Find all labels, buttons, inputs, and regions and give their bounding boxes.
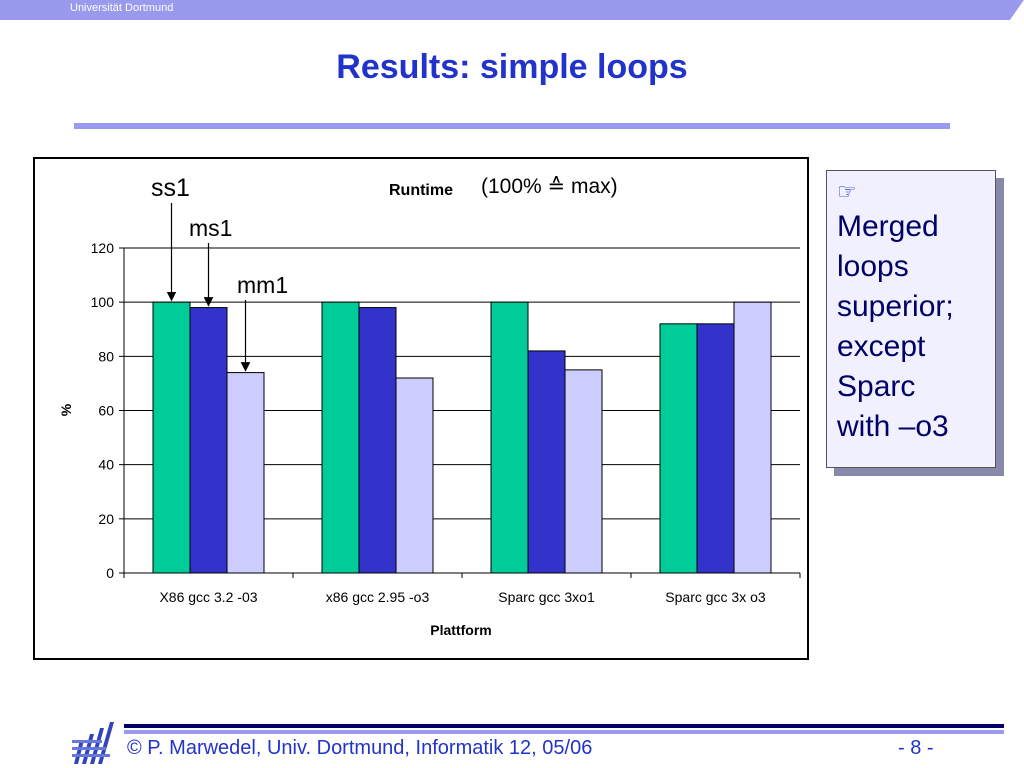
chart-subtitle: (100% ≙ max)	[481, 175, 618, 198]
bar-ms1	[696, 323, 735, 574]
bar-ss1	[490, 301, 529, 574]
y-tick-label: 20	[98, 511, 114, 527]
callout-box: ☞ Merged loops superior; except Sparc wi…	[826, 170, 1004, 476]
x-tick-label: x86 gcc 2.95 -o3	[326, 589, 430, 605]
x-tick-label: Sparc gcc 3x o3	[665, 589, 766, 605]
arrow-layer	[166, 203, 251, 372]
callout-panel: ☞ Merged loops superior; except Sparc wi…	[826, 170, 996, 468]
y-tick-label: 80	[98, 348, 114, 364]
y-axis-label: %	[58, 403, 74, 416]
runtime-bar-chart: 0 20 40 60 80 100 120 X86 gcc 3.2 -03 x86 gcc 2.…	[58, 174, 801, 638]
bar-mm1	[564, 369, 603, 574]
bar-ss1	[321, 301, 360, 574]
callout-line: Sparc	[837, 370, 916, 403]
callout-line: Merged	[837, 210, 939, 243]
bar-mm1	[395, 377, 434, 574]
footer-decoration	[0, 720, 1004, 768]
chart-frame: 0 20 40 60 80 100 120 X86 gcc 3.2 -03 x86 gcc 2.…	[33, 157, 809, 660]
ms1-annotation: ms1	[189, 215, 232, 241]
y-tick-label: 0	[106, 565, 114, 581]
callout-line: with –o3	[837, 410, 949, 443]
header-bar: Universität Dortmund	[0, 0, 1024, 20]
bar-mm1	[226, 372, 265, 574]
university-name: Universität Dortmund	[70, 2, 174, 14]
bar-layer	[152, 301, 772, 574]
bar-ms1	[189, 307, 228, 574]
chart-title: Runtime	[389, 182, 453, 199]
slide-title: Results: simple loops	[336, 48, 688, 86]
pointing-hand-icon: ☞	[837, 179, 857, 204]
callout-line: except	[837, 330, 926, 363]
bar-mm1	[733, 301, 772, 574]
bar-ms1	[527, 350, 566, 574]
y-tick-label: 40	[98, 457, 114, 473]
page-number: - 8 -	[898, 737, 934, 759]
x-axis-label: Plattform	[430, 622, 491, 638]
title-underline	[74, 123, 950, 129]
footer-logo-icon	[72, 722, 114, 764]
mm1-annotation: mm1	[237, 272, 288, 298]
callout-line: loops	[837, 250, 909, 283]
x-tick-label: Sparc gcc 3xo1	[498, 589, 595, 605]
footer-text: © P. Marwedel, Univ. Dortmund, Informati…	[127, 737, 593, 759]
header-background	[0, 0, 1024, 20]
x-tick-label: X86 gcc 3.2 -03	[159, 589, 257, 605]
bar-ss1	[152, 301, 191, 574]
y-tick-label: 60	[98, 403, 114, 419]
bar-ss1	[659, 323, 698, 574]
y-tick-label: 120	[91, 240, 115, 256]
y-tick-label: 100	[91, 294, 115, 310]
bar-ms1	[358, 307, 397, 574]
ss1-annotation: ss1	[151, 174, 190, 202]
callout-line: superior;	[837, 290, 954, 323]
axis-layer: 0 20 40 60 80 100 120 X86 gcc 3.2 -03 x86 gcc 2.…	[91, 240, 801, 605]
